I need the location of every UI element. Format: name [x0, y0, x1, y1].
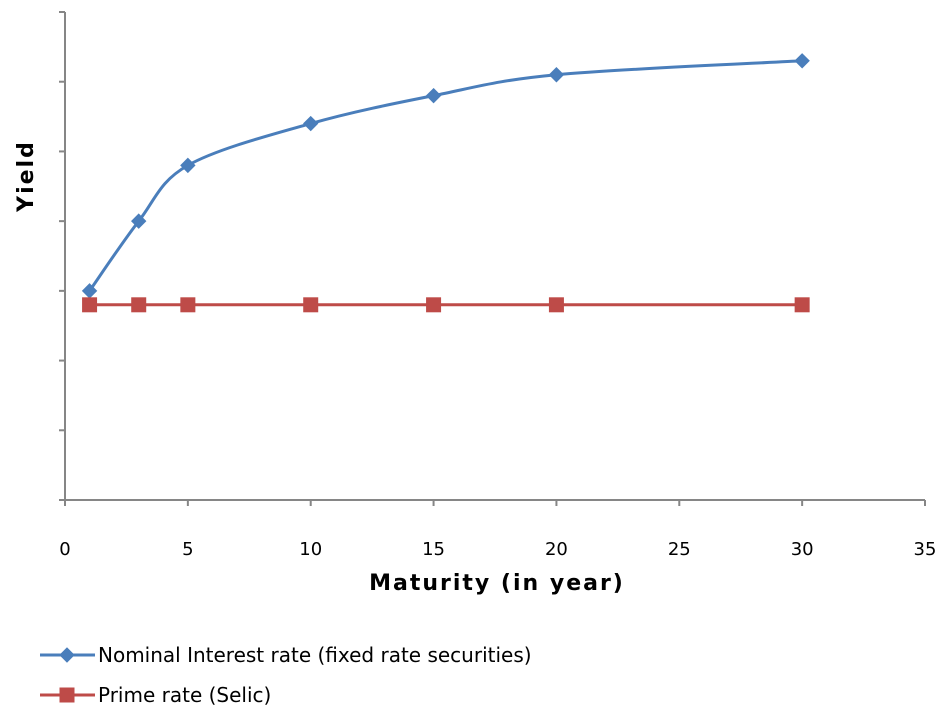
data-point	[180, 157, 196, 174]
legend-marker	[59, 647, 75, 663]
axes: 0 5 10 15 20 25 30 35	[59, 11, 936, 560]
y-axis-ticks	[59, 11, 65, 501]
data-point	[303, 297, 319, 313]
data-point	[82, 297, 98, 313]
data-point	[425, 87, 442, 104]
legend-label: Nominal Interest rate (fixed rate securi…	[98, 643, 532, 667]
series-2	[82, 297, 810, 313]
data-point	[548, 67, 565, 83]
data-point	[548, 297, 564, 313]
x-tick-label: 10	[299, 539, 322, 560]
x-tick-label: 0	[59, 539, 70, 560]
series-line	[88, 59, 803, 292]
x-tick-label: 5	[182, 539, 193, 560]
data-point	[180, 297, 196, 313]
data-point	[131, 297, 147, 313]
x-axis-title: Maturity (in year)	[369, 571, 625, 596]
data-point	[303, 115, 319, 132]
legend-marker	[59, 687, 75, 703]
x-axis-ticks: 0 5 10 15 20 25 30 35	[59, 500, 936, 560]
legend-item: Nominal Interest rate (fixed rate securi…	[40, 643, 532, 667]
data-point	[794, 297, 810, 313]
plot-area	[81, 53, 810, 313]
data-point	[131, 213, 147, 229]
series-1	[81, 53, 810, 299]
y-axis-title: Yield	[14, 140, 39, 213]
legend-label: Prime rate (Selic)	[98, 683, 271, 707]
data-point	[426, 297, 442, 313]
x-tick-label: 25	[668, 539, 691, 560]
data-point	[794, 53, 810, 69]
legend-item: Prime rate (Selic)	[40, 683, 271, 707]
x-tick-label: 20	[545, 539, 568, 560]
x-tick-label: 15	[422, 539, 445, 560]
x-tick-label: 30	[791, 539, 814, 560]
legend: Nominal Interest rate (fixed rate securi…	[40, 643, 532, 707]
x-tick-label: 35	[914, 539, 937, 560]
